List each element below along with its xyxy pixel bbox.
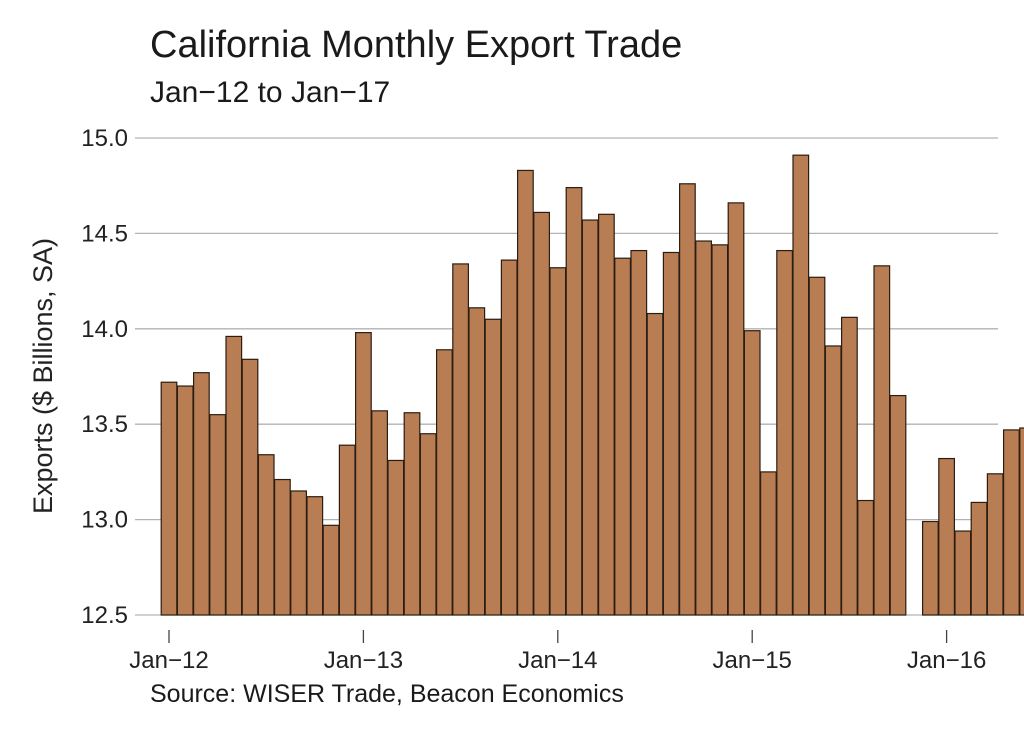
bar-2012-07 — [257, 454, 275, 616]
y-tick-labels: 12.5 13.0 13.5 14.0 14.5 15.0 — [81, 125, 128, 629]
bar-2016-06 — [1019, 427, 1024, 616]
bar-2016-04 — [986, 473, 1004, 616]
bar-2013-08 — [468, 307, 486, 616]
bar-2013-10 — [500, 259, 518, 616]
bar-2014-09 — [678, 183, 696, 616]
bar-2013-09 — [484, 318, 502, 616]
bar-2014-06 — [630, 249, 648, 616]
bar-2012-02 — [176, 385, 194, 616]
x-tick-label: Jan−13 — [324, 647, 403, 674]
bar-2013-04 — [403, 412, 421, 616]
y-tick-label: 13.5 — [81, 411, 128, 438]
x-tick-label: Jan−12 — [129, 647, 208, 674]
bar-2012-04 — [209, 414, 227, 616]
bar-2013-01 — [355, 332, 372, 616]
chart-subtitle: Jan−12 to Jan−17 — [150, 76, 391, 109]
bar-2013-06 — [436, 349, 453, 616]
bar-2014-05 — [614, 257, 631, 616]
y-tick-label: 12.5 — [81, 602, 128, 629]
bar-2015-07 — [840, 316, 858, 616]
chart-title: California Monthly Export Trade — [150, 24, 683, 66]
bar-2013-11 — [516, 169, 534, 616]
bar-2012-01 — [160, 381, 178, 616]
bar-2012-10 — [306, 496, 324, 616]
bar-2014-02 — [565, 187, 583, 616]
y-tick-label: 14.5 — [81, 220, 128, 247]
bar-2015-12 — [921, 520, 939, 616]
bar-2014-04 — [597, 213, 615, 616]
bar-2015-01 — [743, 330, 761, 616]
bar-2015-06 — [824, 345, 842, 616]
x-tick-label: Jan−15 — [712, 647, 791, 674]
y-tick-label: 14.0 — [81, 316, 128, 343]
bars — [160, 154, 1024, 616]
source-note: Source: WISER Trade, Beacon Economics — [150, 680, 624, 708]
bar-2014-03 — [581, 219, 599, 616]
bar-2012-06 — [241, 358, 259, 616]
bar-2015-09 — [873, 265, 891, 616]
bar-2014-11 — [711, 244, 729, 616]
bar-2012-08 — [274, 478, 291, 616]
x-tick-label: Jan−16 — [907, 647, 986, 674]
bar-2015-10 — [889, 394, 907, 616]
bar-2012-09 — [290, 490, 307, 616]
bar-2014-08 — [662, 251, 680, 616]
bar-2016-05 — [1002, 429, 1020, 616]
bar-2013-05 — [419, 433, 437, 616]
bar-2013-07 — [452, 263, 469, 616]
x-tick-label: Jan−14 — [518, 647, 597, 674]
bar-2012-11 — [322, 524, 340, 616]
bar-2016-02 — [954, 530, 972, 616]
bar-2016-03 — [970, 501, 988, 616]
bar-2015-05 — [808, 276, 826, 616]
y-axis-label: Exports ($ Billions, SA) — [28, 238, 58, 514]
bar-2014-07 — [646, 312, 664, 616]
bar-2015-08 — [857, 499, 874, 616]
bar-2016-01 — [938, 457, 955, 616]
bar-2013-03 — [387, 459, 405, 616]
bar-2012-12 — [338, 444, 356, 616]
bar-2014-01 — [549, 267, 567, 616]
y-tick-label: 13.0 — [81, 507, 128, 534]
bar-2014-10 — [695, 240, 712, 616]
bar-2012-03 — [193, 372, 210, 616]
y-tick-label: 15.0 — [81, 125, 128, 152]
bar-2014-12 — [727, 202, 745, 616]
bar-2013-12 — [533, 211, 550, 616]
bar-2015-04 — [792, 154, 810, 616]
bar-2015-02 — [759, 471, 777, 616]
bar-2012-05 — [225, 335, 243, 616]
bar-2013-02 — [371, 410, 388, 616]
bar-2015-03 — [776, 249, 793, 616]
